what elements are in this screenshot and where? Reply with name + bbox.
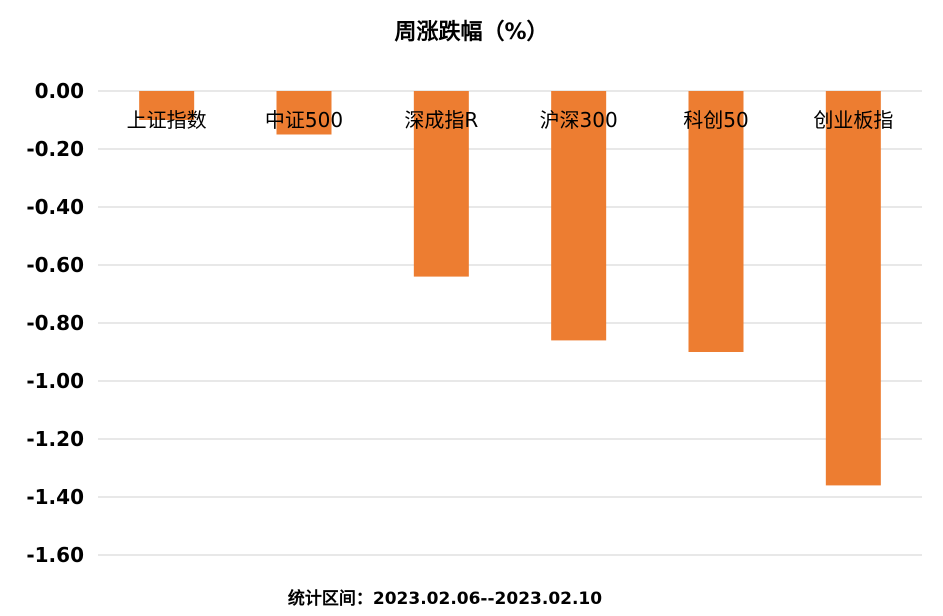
bars [139,91,881,486]
y-tick-label: -0.80 [26,311,84,335]
bar-0 [139,91,195,120]
y-tick-label: -0.40 [26,195,84,219]
y-axis-ticks: 0.00 -0.20 -0.40 -0.60 -0.80 -1.00 -1.20 -1.40 -… [26,79,84,567]
y-tick-label: 0.00 [35,79,84,103]
bar-2 [413,91,469,277]
date-range-note: 统计区间：2023.02.06--2023.02.10 [287,589,603,609]
y-tick-label: -1.20 [26,427,84,451]
category-label: 深成指R [404,108,478,132]
bar-5 [825,91,881,486]
category-label: 上证指数 [127,108,207,132]
chart-title: 周涨跌幅（%） [394,20,549,45]
y-tick-label: -1.40 [26,485,84,509]
category-labels: 上证指数 中证500 深成指R 沪深300 科创50 创业板指 [127,108,894,132]
category-label: 沪深300 [540,108,618,132]
category-label: 中证500 [265,108,343,132]
y-tick-label: -1.60 [26,543,84,567]
bar-4 [688,91,744,352]
y-tick-label: -1.00 [26,369,84,393]
category-label: 创业板指 [813,108,893,132]
category-label: 科创50 [683,108,748,132]
gridlines [98,90,922,556]
bar-1 [276,91,332,135]
y-tick-label: -0.60 [26,253,84,277]
y-tick-label: -0.20 [26,137,84,161]
bar-3 [551,91,607,341]
